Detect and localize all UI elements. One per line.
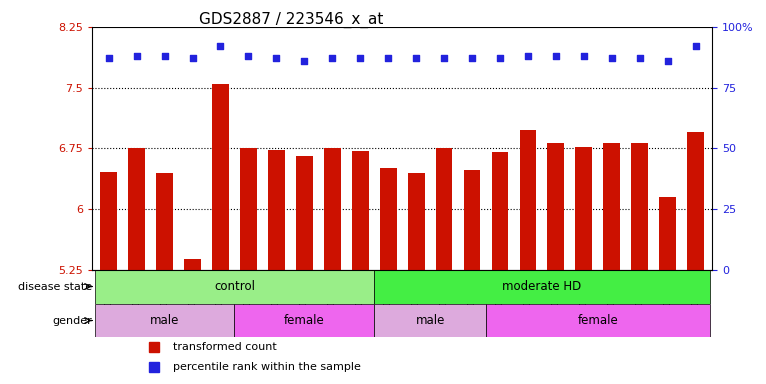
Bar bbox=[296, 156, 313, 270]
Bar bbox=[240, 148, 257, 270]
Bar bbox=[184, 259, 201, 270]
Point bbox=[186, 55, 198, 61]
Point bbox=[689, 43, 702, 50]
Bar bbox=[268, 150, 285, 270]
Point bbox=[466, 55, 478, 61]
Point bbox=[382, 55, 394, 61]
Bar bbox=[463, 170, 480, 270]
Text: percentile rank within the sample: percentile rank within the sample bbox=[172, 362, 361, 372]
Point bbox=[159, 53, 171, 59]
Text: male: male bbox=[415, 314, 445, 327]
Point bbox=[494, 55, 506, 61]
Bar bbox=[380, 169, 397, 270]
Bar bbox=[128, 148, 145, 270]
Point bbox=[606, 55, 618, 61]
FancyBboxPatch shape bbox=[95, 303, 234, 338]
FancyBboxPatch shape bbox=[375, 270, 709, 303]
Bar bbox=[352, 151, 368, 270]
Text: transformed count: transformed count bbox=[172, 342, 277, 352]
Point bbox=[242, 53, 254, 59]
Point bbox=[270, 55, 283, 61]
FancyBboxPatch shape bbox=[234, 303, 375, 338]
Bar bbox=[519, 130, 536, 270]
Point bbox=[578, 53, 590, 59]
Point bbox=[438, 55, 450, 61]
Bar bbox=[324, 148, 341, 270]
Bar bbox=[156, 173, 173, 270]
Point bbox=[326, 55, 339, 61]
Bar bbox=[548, 142, 565, 270]
FancyBboxPatch shape bbox=[486, 303, 709, 338]
Bar bbox=[660, 197, 676, 270]
Bar bbox=[212, 83, 229, 270]
Text: disease state: disease state bbox=[18, 281, 92, 291]
Point bbox=[130, 53, 142, 59]
FancyBboxPatch shape bbox=[375, 303, 486, 338]
Text: female: female bbox=[578, 314, 618, 327]
Bar bbox=[408, 173, 424, 270]
Point bbox=[298, 58, 310, 64]
Text: control: control bbox=[214, 280, 255, 293]
Point bbox=[633, 55, 646, 61]
FancyBboxPatch shape bbox=[95, 270, 375, 303]
Bar bbox=[492, 152, 509, 270]
Bar bbox=[604, 142, 620, 270]
Point bbox=[410, 55, 422, 61]
Text: moderate HD: moderate HD bbox=[502, 280, 581, 293]
Point bbox=[522, 53, 534, 59]
Point bbox=[550, 53, 562, 59]
Point bbox=[354, 55, 366, 61]
Point bbox=[103, 55, 115, 61]
Point bbox=[214, 43, 227, 50]
Text: gender: gender bbox=[52, 316, 92, 326]
Text: GDS2887 / 223546_x_at: GDS2887 / 223546_x_at bbox=[199, 12, 383, 28]
Bar bbox=[575, 147, 592, 270]
Bar bbox=[436, 148, 453, 270]
Bar bbox=[687, 132, 704, 270]
Point bbox=[662, 58, 674, 64]
Bar bbox=[631, 142, 648, 270]
Text: female: female bbox=[284, 314, 325, 327]
Text: male: male bbox=[150, 314, 179, 327]
Bar bbox=[100, 172, 117, 270]
